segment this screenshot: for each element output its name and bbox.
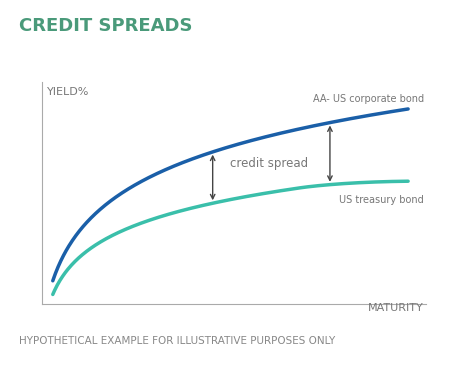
Text: CREDIT SPREADS: CREDIT SPREADS <box>19 17 192 35</box>
Text: AA- US corporate bond: AA- US corporate bond <box>313 94 424 104</box>
Text: credit spread: credit spread <box>230 157 308 170</box>
Text: US treasury bond: US treasury bond <box>339 195 424 205</box>
Text: YIELD%: YIELD% <box>47 88 90 98</box>
Text: MATURITY: MATURITY <box>368 303 424 313</box>
Text: HYPOTHETICAL EXAMPLE FOR ILLUSTRATIVE PURPOSES ONLY: HYPOTHETICAL EXAMPLE FOR ILLUSTRATIVE PU… <box>19 336 335 346</box>
